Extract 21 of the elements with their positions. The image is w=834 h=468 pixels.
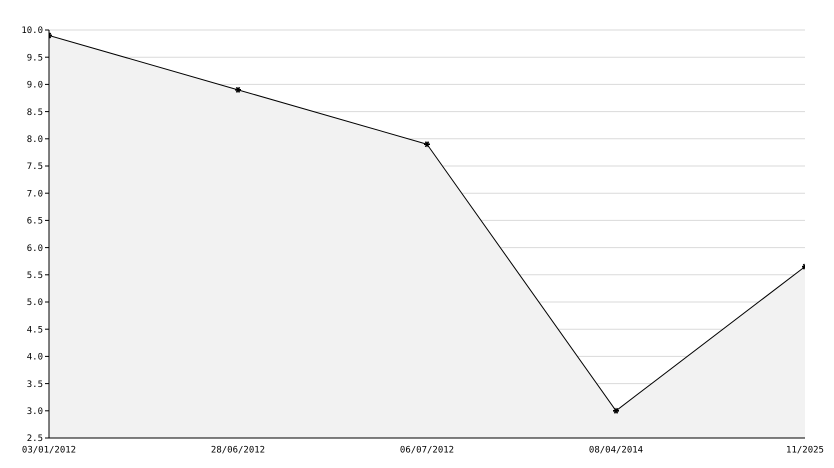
x-tick-label: 08/04/2014 (588, 445, 644, 456)
y-tick-label: 7.5 (26, 162, 43, 172)
y-tick-label: 9.0 (26, 80, 43, 91)
y-tick-label: 3.5 (26, 380, 43, 390)
y-tick-label: 3.0 (26, 406, 43, 417)
y-tick-label: 9.5 (26, 53, 43, 64)
y-tick-label: 5.5 (26, 270, 43, 281)
y-tick-label: 7.0 (26, 189, 43, 200)
y-tick-label: 4.0 (26, 352, 43, 363)
y-tick-label: 5.0 (26, 298, 43, 308)
y-tick-label: 10.0 (21, 26, 43, 36)
y-tick-label: 6.5 (26, 216, 43, 227)
x-tick-label: 28/06/2012 (210, 445, 266, 456)
y-tick-label: 8.5 (26, 108, 43, 118)
y-tick-label: 2.5 (26, 434, 43, 444)
x-tick-label: 03/01/2012 (22, 445, 76, 456)
y-tick-label: 4.5 (26, 325, 43, 336)
y-tick-label: 6.0 (26, 244, 43, 254)
y-tick-label: 8.0 (26, 134, 43, 145)
x-tick-label: 06/07/2012 (400, 445, 454, 456)
x-tick-label: 11/2025 (786, 445, 824, 456)
